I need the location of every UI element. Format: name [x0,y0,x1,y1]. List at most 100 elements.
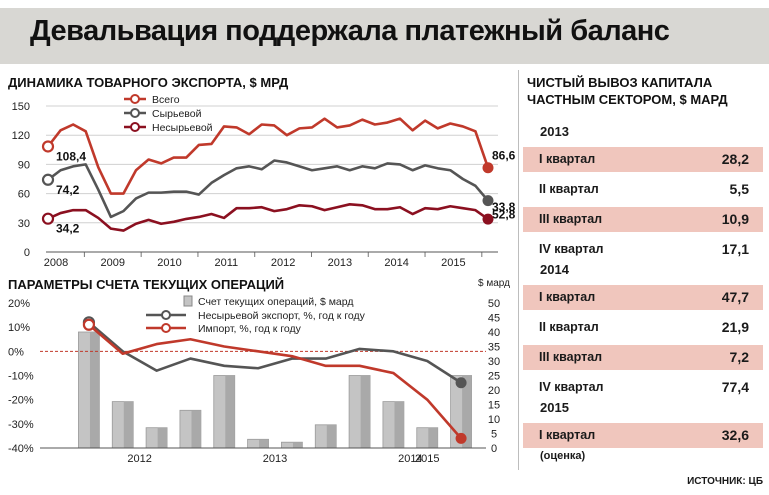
current-account-chart: $ мард20%10%0%-10%-20%-30%-40%5045403530… [8,278,510,465]
right-tick-label: 20 [488,385,500,397]
left-tick-label: -30% [8,419,34,431]
right-tick-label: 30 [488,356,500,368]
x-tick-label: 2008 [44,257,68,269]
right-tick-label: 10 [488,414,500,426]
series-end-marker [455,377,467,389]
outflow-value: 32,6 [721,427,749,443]
legend-label: Импорт, %, год к году [198,323,302,335]
y-tick-label: 60 [18,189,30,201]
source-label: ИСТОЧНИК: ЦБ [687,476,763,487]
x-tick-label: 2010 [157,257,181,269]
bar-shade [191,410,201,448]
left-tick-label: -40% [8,443,34,455]
legend-marker [161,310,171,320]
x-tick-label: 2011 [214,257,238,269]
quarter-label: IV квартал [539,380,604,394]
x-tick-label: 2014 [384,257,408,269]
capital-outflow-title-1: ЧИСТЫЙ ВЫВОЗ КАПИТАЛА [527,75,713,90]
right-tick-label: 45 [488,313,500,325]
quarter-label: I квартал [539,428,596,442]
legend-marker [161,323,171,333]
quarter-label: I квартал [539,152,596,166]
x-tick-label: 2012 [127,453,151,465]
outflow-value: 28,2 [721,151,749,167]
bar-shade [360,375,371,448]
series-start-marker [41,140,55,153]
right-tick-label: 40 [488,327,500,339]
series-line-1 [47,159,489,219]
table-row: III квартал 7,2 [523,345,763,370]
legend-label: Счет текущих операций, $ мард [198,296,353,308]
series-end-marker [482,213,494,225]
x-tick-label: 2012 [271,257,295,269]
series-line-1 [88,323,463,440]
capital-outflow-title-2: ЧАСТНЫМ СЕКТОРОМ, $ МАРД [527,92,728,107]
series-end-label: 33,8 [492,200,516,214]
page-title: Девальвация поддержала платежный баланс [30,15,670,47]
series-end-marker [482,195,494,207]
quarter-label: III квартал [539,212,603,226]
table-row: IV квартал 77,4 [523,375,763,400]
series-end-label: 86,6 [492,149,516,163]
legend-label: Несырьевой экспорт, %, год к году [198,310,366,322]
legend-marker [130,94,140,104]
outflow-value: 17,1 [721,241,749,257]
series-start-marker [82,318,96,331]
right-tick-label: 0 [491,443,497,455]
bar-shade [123,401,134,448]
bar-shade [259,439,269,448]
table-row: II квартал 21,9 [523,315,763,340]
y-tick-label: 150 [12,101,30,113]
table-row: I квартал 32,6 [523,423,763,448]
title-band [0,8,769,64]
x-tick-label: 2015 [415,453,439,465]
year-label: 2015 [540,400,569,415]
series-start-label: 108,4 [56,149,86,163]
bar-shade [157,427,168,448]
bar-shade [225,375,235,448]
right-tick-label: 50 [488,298,500,310]
y-tick-label: 30 [18,218,30,230]
year-label: 2014 [540,262,569,277]
legend-bar-swatch [183,295,193,307]
bar-shade [89,332,100,448]
y-tick-label: 0 [24,247,30,259]
outflow-value: 77,4 [721,379,749,395]
outflow-value: 5,5 [729,181,749,197]
bar-shade [394,401,404,448]
series-start-label: 74,2 [56,183,80,197]
outflow-value: 7,2 [729,349,749,365]
export-chart-title: ДИНАМИКА ТОВАРНОГО ЭКСПОРТА, $ МРД [8,75,289,90]
series-line-2 [47,203,489,232]
series-start-label: 34,2 [56,222,80,236]
x-tick-label: 2013 [328,257,352,269]
x-tick-label: 2013 [263,453,287,465]
bar-shade [292,442,303,448]
bar-shade [462,375,472,448]
quarter-label: II квартал [539,182,599,196]
left-tick-label: -20% [8,395,34,407]
series-line-0 [88,321,462,384]
right-tick-label: 25 [488,371,500,383]
estimate-note: (оценка) [540,450,586,462]
table-row: II квартал 5,5 [523,177,763,202]
divider [518,70,519,470]
quarter-label: I квартал [539,290,596,304]
table-row: I квартал 47,7 [523,285,763,310]
series-end-marker [455,432,467,444]
current-account-chart-title: ПАРАМЕТРЫ СЧЕТА ТЕКУЩИХ ОПЕРАЦИЙ [8,277,285,292]
y-tick-label: 120 [12,130,30,142]
right-tick-label: 35 [488,342,500,354]
right-tick-label: 15 [488,400,500,412]
bar-shade [428,427,438,448]
series-end-marker [482,162,494,174]
legend-label: Сырьевой [152,108,202,120]
right-axis-unit: $ мард [478,278,510,289]
left-tick-label: 0% [8,346,24,358]
y-tick-label: 90 [18,159,30,171]
left-tick-label: 20% [8,298,30,310]
series-line-0 [46,117,490,195]
series-end-label: 52,8 [492,208,516,222]
series-start-marker [41,173,55,186]
quarter-label: II квартал [539,320,599,334]
